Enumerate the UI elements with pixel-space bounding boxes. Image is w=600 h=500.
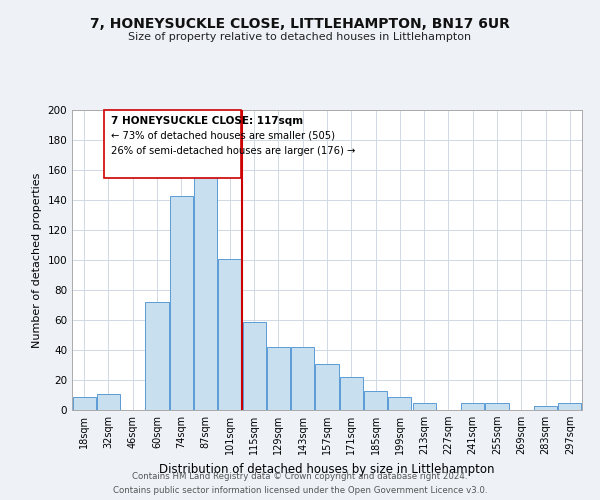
Bar [461, 402, 484, 410]
Bar [413, 402, 436, 410]
Y-axis label: Number of detached properties: Number of detached properties [32, 172, 42, 348]
Bar [534, 406, 557, 410]
Bar [388, 396, 412, 410]
Text: 26% of semi-detached houses are larger (176) →: 26% of semi-detached houses are larger (… [111, 146, 355, 156]
Text: 7, HONEYSUCKLE CLOSE, LITTLEHAMPTON, BN17 6UR: 7, HONEYSUCKLE CLOSE, LITTLEHAMPTON, BN1… [90, 18, 510, 32]
Bar [73, 396, 95, 410]
Text: ← 73% of detached houses are smaller (505): ← 73% of detached houses are smaller (50… [111, 131, 335, 141]
Bar [364, 390, 387, 410]
Text: 7 HONEYSUCKLE CLOSE: 117sqm: 7 HONEYSUCKLE CLOSE: 117sqm [111, 116, 303, 126]
Bar [170, 196, 193, 410]
FancyBboxPatch shape [104, 110, 241, 178]
Bar [145, 302, 169, 410]
Bar [340, 377, 363, 410]
Bar [559, 402, 581, 410]
Bar [267, 347, 290, 410]
Text: Contains public sector information licensed under the Open Government Licence v3: Contains public sector information licen… [113, 486, 487, 495]
Bar [218, 258, 241, 410]
Bar [485, 402, 509, 410]
Text: Contains HM Land Registry data © Crown copyright and database right 2024.: Contains HM Land Registry data © Crown c… [132, 472, 468, 481]
Bar [291, 347, 314, 410]
Text: Size of property relative to detached houses in Littlehampton: Size of property relative to detached ho… [128, 32, 472, 42]
Bar [316, 364, 338, 410]
X-axis label: Distribution of detached houses by size in Littlehampton: Distribution of detached houses by size … [159, 462, 495, 475]
Bar [194, 158, 217, 410]
Bar [242, 322, 266, 410]
Bar [97, 394, 120, 410]
